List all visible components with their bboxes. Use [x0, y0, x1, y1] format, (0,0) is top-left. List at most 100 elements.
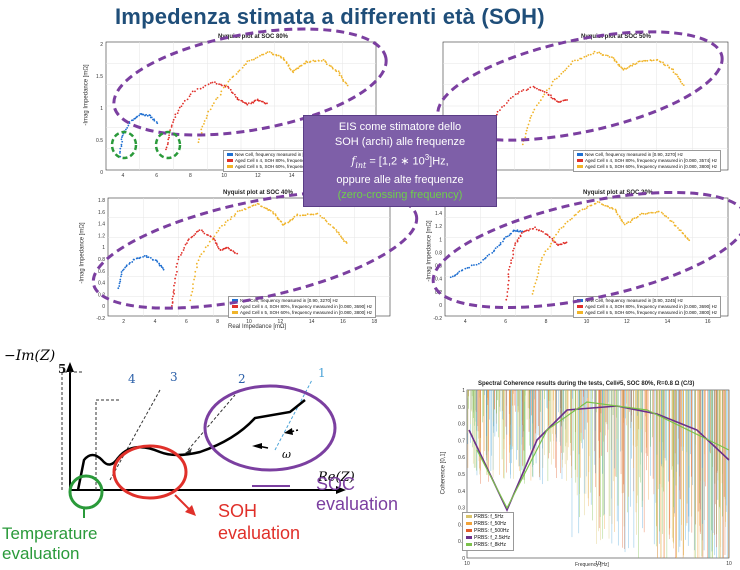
- data-point: [170, 125, 173, 128]
- data-point: [516, 239, 519, 242]
- data-point: [540, 230, 543, 232]
- x-axis-label: Real Impedance [mΩ]: [228, 324, 287, 330]
- data-point: [574, 213, 577, 216]
- data-point: [534, 226, 536, 229]
- data-point: [593, 50, 596, 53]
- data-point: [646, 59, 649, 62]
- data-point: [176, 270, 178, 273]
- data-point: [218, 83, 221, 86]
- data-point: [170, 124, 173, 127]
- data-point: [156, 122, 159, 125]
- data-point: [194, 90, 196, 93]
- data-point: [560, 243, 563, 246]
- legend-entry: PRBS: f_8kHz: [474, 542, 506, 548]
- data-point: [587, 54, 590, 56]
- data-point: [193, 234, 195, 237]
- data-point: [289, 68, 292, 71]
- data-point: [577, 211, 580, 214]
- legend-entry: PRBS: f_5Hz: [474, 514, 504, 520]
- data-point: [546, 248, 549, 251]
- data-point: [607, 205, 609, 208]
- data-point: [207, 244, 209, 247]
- data-point: [283, 59, 286, 61]
- soh-ellipse: [112, 444, 188, 500]
- data-point: [126, 126, 129, 129]
- data-point: [176, 112, 179, 115]
- data-point: [268, 50, 271, 53]
- data-point: [516, 229, 519, 232]
- data-point: [532, 289, 535, 292]
- data-point: [631, 64, 634, 67]
- data-point: [167, 138, 170, 141]
- data-point: [333, 227, 336, 229]
- data-point: [550, 84, 553, 87]
- data-point: [221, 84, 223, 87]
- x-tick-label: 14: [289, 173, 295, 179]
- data-point: [119, 278, 122, 281]
- data-point: [228, 78, 231, 81]
- data-point: [189, 299, 192, 302]
- data-point: [170, 307, 173, 310]
- data-point: [477, 262, 480, 265]
- y-tick-label: 0: [102, 304, 105, 310]
- data-point: [285, 62, 288, 65]
- data-point: [585, 207, 588, 210]
- data-point: [520, 90, 523, 93]
- data-point: [284, 222, 287, 225]
- data-point: [172, 121, 174, 124]
- data-point: [322, 58, 325, 61]
- data-point: [606, 54, 609, 57]
- data-point: [165, 146, 168, 149]
- data-point: [529, 117, 532, 119]
- data-point: [120, 273, 123, 276]
- data-point: [651, 211, 654, 214]
- data-point: [537, 102, 540, 104]
- data-point: [202, 230, 204, 233]
- data-point: [499, 243, 502, 246]
- data-point: [605, 54, 607, 57]
- data-point: [660, 211, 663, 214]
- data-point: [641, 60, 644, 63]
- data-point: [656, 210, 658, 213]
- data-point: [207, 110, 210, 113]
- data-point: [479, 261, 482, 264]
- data-point: [133, 258, 135, 261]
- data-point: [635, 62, 638, 65]
- data-point: [545, 91, 548, 94]
- data-point: [180, 252, 183, 254]
- data-point: [270, 51, 273, 54]
- data-point: [192, 287, 194, 290]
- data-point: [214, 239, 217, 242]
- data-point: [484, 256, 487, 259]
- data-point: [562, 70, 565, 73]
- data-point: [250, 58, 253, 61]
- data-point: [189, 93, 192, 96]
- data-point: [586, 205, 589, 208]
- data-point: [618, 215, 621, 218]
- data-point: [338, 72, 341, 74]
- data-point: [292, 217, 295, 220]
- data-point: [566, 220, 569, 223]
- data-point: [598, 201, 601, 204]
- data-point: [576, 59, 579, 62]
- data-point: [496, 245, 499, 248]
- data-point: [345, 242, 348, 244]
- x-tick-label: 4: [154, 319, 157, 325]
- data-point: [506, 235, 509, 238]
- data-point: [207, 83, 210, 86]
- data-point: [202, 86, 205, 89]
- data-point: [186, 242, 188, 245]
- data-point: [590, 204, 593, 207]
- trend-line-2: [476, 401, 730, 510]
- data-point: [244, 208, 247, 211]
- data-point: [172, 291, 175, 293]
- data-point: [215, 231, 218, 234]
- data-point: [536, 87, 538, 90]
- data-point: [512, 253, 515, 256]
- y-tick-label: 1.4: [98, 222, 105, 228]
- y-tick-label: 1.6: [98, 210, 105, 216]
- data-point: [548, 87, 551, 90]
- data-point: [304, 62, 307, 65]
- data-point: [634, 63, 636, 66]
- data-point: [183, 247, 186, 249]
